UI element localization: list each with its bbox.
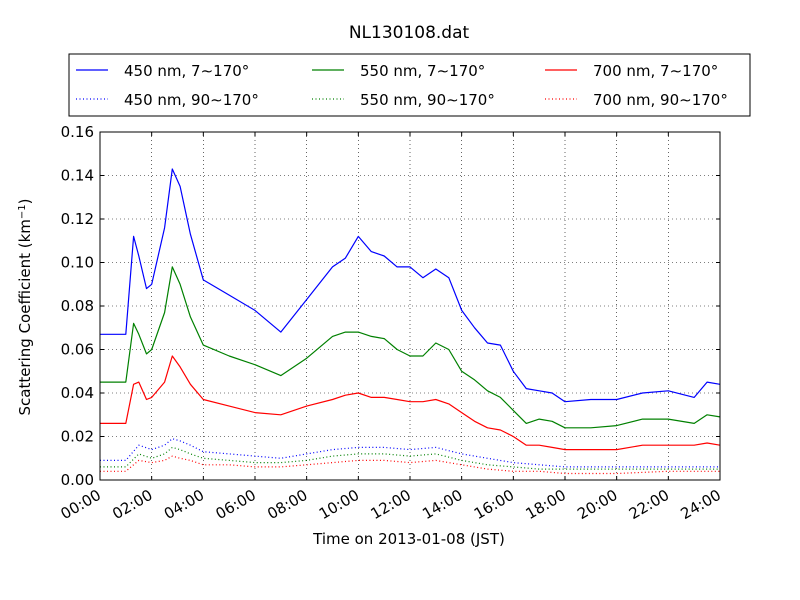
y-tick-label: 0.10	[61, 254, 94, 272]
y-tick-label: 0.00	[61, 471, 94, 489]
series-line-0000ff-solid	[100, 168, 721, 403]
x-tick-label: 24:00	[678, 486, 724, 523]
series-line-008000-dotted	[100, 446, 720, 470]
legend-label: 700 nm, 7∼170°	[593, 62, 718, 80]
legend-label: 550 nm, 90∼170°	[360, 91, 495, 109]
series-line-ff0000-solid	[100, 355, 721, 451]
x-tick-label: 16:00	[471, 486, 517, 523]
y-tick-label: 0.02	[61, 428, 94, 446]
x-tick-label: 10:00	[316, 486, 362, 523]
x-tick-label: 20:00	[574, 486, 620, 523]
x-tick-label: 06:00	[213, 486, 259, 523]
y-tick-label: 0.12	[61, 210, 94, 228]
chart-title: NL130108.dat	[349, 23, 470, 43]
x-tick-label: 02:00	[109, 486, 155, 523]
y-tick-label: 0.16	[61, 123, 94, 141]
axis-ticks: 00:00 02:00 04:00 06:00 08:00 10:00 12:00 14:00…	[58, 123, 724, 523]
y-tick-label: 0.14	[61, 167, 94, 185]
x-tick-label: 08:00	[264, 486, 310, 523]
x-axis-label: Time on 2013-01-08 (JST)	[312, 530, 505, 548]
x-tick-label: 14:00	[419, 486, 465, 523]
y-axis-label-close: )	[16, 198, 34, 204]
grid-lines	[100, 132, 720, 480]
x-tick-label: 22:00	[626, 486, 672, 523]
legend-label: 450 nm, 90∼170°	[124, 91, 259, 109]
x-tick-label: 12:00	[368, 486, 414, 523]
y-axis-label-sup: −1	[17, 204, 28, 219]
legend-label: 550 nm, 7∼170°	[360, 62, 485, 80]
y-tick-label: 0.06	[61, 341, 94, 359]
y-tick-label: 0.08	[61, 297, 94, 315]
x-tick-label: 04:00	[161, 486, 207, 523]
y-axis-label-main: Scattering Coefficient (km	[16, 219, 34, 415]
legend-box	[68, 53, 751, 117]
legend: 450 nm, 7∼170° 550 nm, 7∼170° 700 nm, 7∼17…	[68, 53, 751, 117]
series-line-0000ff-dotted	[100, 438, 720, 468]
series-line-008000-solid	[100, 266, 721, 429]
legend-label: 700 nm, 90∼170°	[593, 91, 728, 109]
x-tick-label: 00:00	[58, 486, 104, 523]
x-tick-label: 18:00	[523, 486, 569, 523]
y-axis-label: Scattering Coefficient (km−1)	[16, 198, 34, 415]
y-tick-label: 0.04	[61, 384, 94, 402]
legend-label: 450 nm, 7∼170°	[124, 62, 249, 80]
series-layer	[100, 168, 721, 475]
